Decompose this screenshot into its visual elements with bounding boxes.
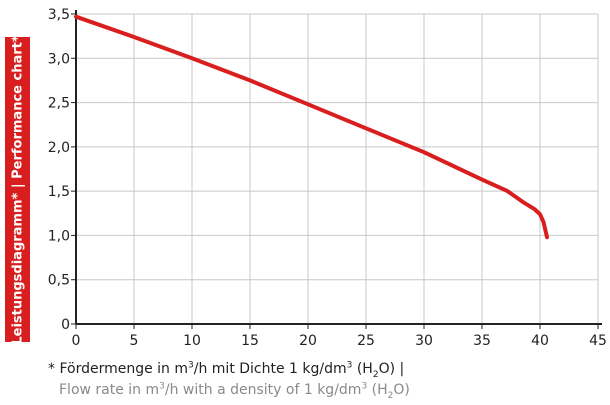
x-tick-label: 15 — [241, 333, 259, 349]
chart-title-banner: Leistungsdiagramm* | Performance chart* — [5, 35, 30, 344]
y-tick-label: 3,5 — [48, 7, 70, 23]
x-tick-label: 35 — [473, 333, 491, 349]
y-tick-label: 1,0 — [48, 228, 70, 244]
x-tick-label: 30 — [415, 333, 433, 349]
x-tick-label: 40 — [531, 333, 549, 349]
x-axis-caption-en: Flow rate in m3/h with a density of 1 kg… — [59, 381, 410, 401]
x-tick-label: 45 — [589, 333, 607, 349]
y-tick-label: 0 — [61, 317, 70, 333]
x-tick-label: 25 — [357, 333, 375, 349]
x-tick-label: 0 — [72, 333, 81, 349]
x-tick-label: 5 — [130, 333, 139, 349]
performance-curve — [74, 14, 549, 240]
y-tick-label: 2,0 — [48, 140, 70, 156]
y-tick-label: 3,0 — [48, 51, 70, 67]
y-tick-label: 0,5 — [48, 273, 70, 289]
x-tick-label: 10 — [183, 333, 201, 349]
x-axis-caption-de: * Fördermenge in m3/h mit Dichte 1 kg/dm… — [48, 360, 405, 380]
x-tick-label: 20 — [299, 333, 317, 349]
y-tick-label: 2,5 — [48, 96, 70, 112]
y-tick-label: 1,5 — [48, 184, 70, 200]
